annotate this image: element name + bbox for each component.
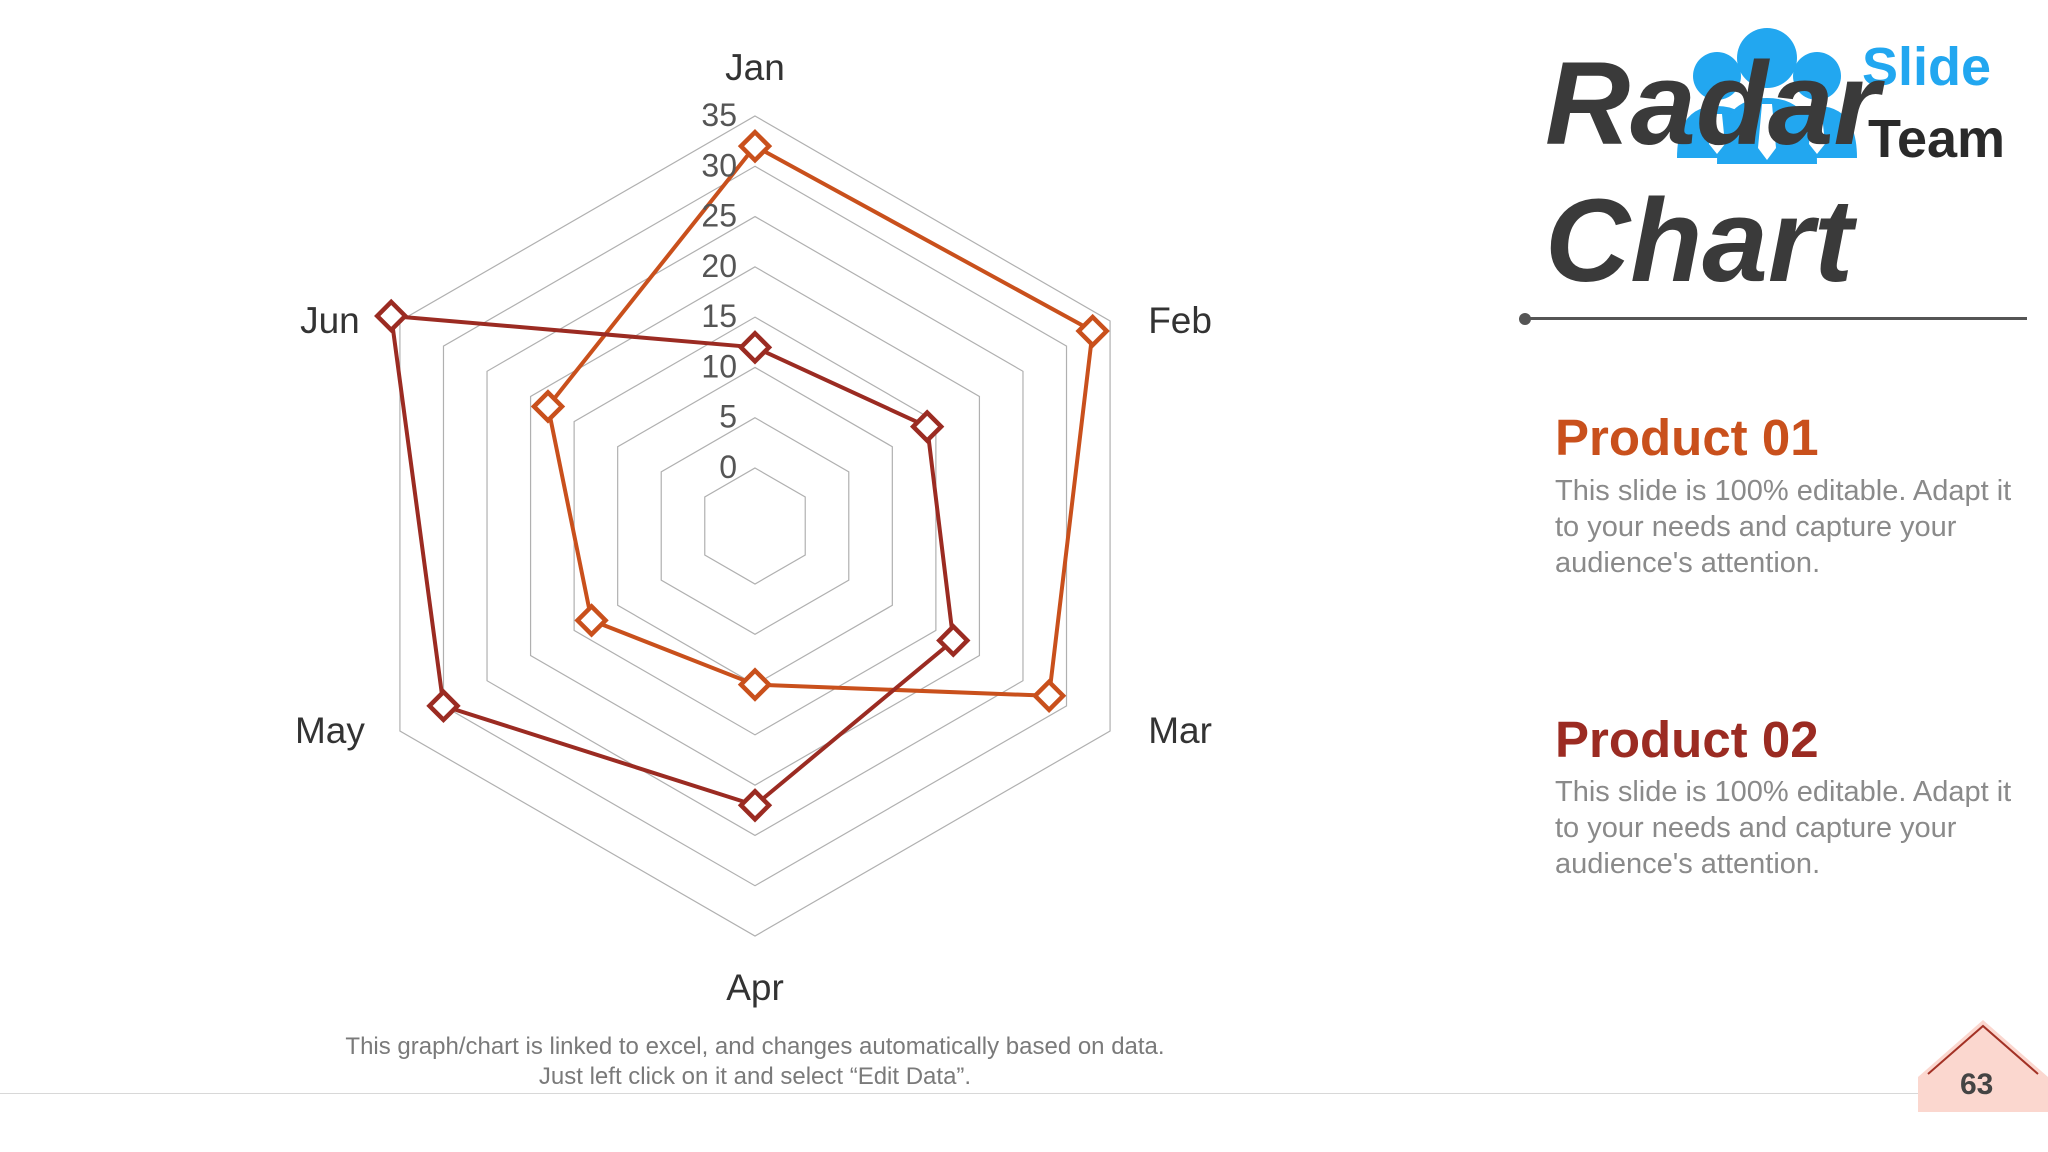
tick-label-25: 25 xyxy=(701,198,737,234)
grid-ring-10 xyxy=(617,366,893,686)
tick-label-30: 30 xyxy=(701,147,737,183)
tick-label-20: 20 xyxy=(701,248,737,284)
series-2-point-jan xyxy=(737,330,773,365)
radar-chart: 0 5 10 15 20 25 30 35 Jan Feb Mar Apr May Jun xyxy=(295,47,1212,1008)
series-2-line xyxy=(389,313,956,808)
slideteam-logo-icon xyxy=(1677,28,1857,164)
category-label-jan: Jan xyxy=(725,47,785,88)
category-label-apr: Apr xyxy=(726,967,784,1008)
page-badge-icon xyxy=(1918,1020,2048,1112)
slide-title-line1: Radar xyxy=(1545,38,1880,170)
series-1-line xyxy=(545,144,1095,698)
slide-title-line2: Chart xyxy=(1545,175,1854,307)
radar-series xyxy=(374,128,1110,823)
chart-caption: This graph/chart is linked to excel, and… xyxy=(345,1033,1165,1090)
tick-label-5: 5 xyxy=(719,399,737,435)
product-01-description: This slide is 100% editable. Adapt it to… xyxy=(1555,475,2012,579)
grid-ring-30 xyxy=(442,165,1068,887)
logo-word-slide: Slide xyxy=(1862,37,1992,97)
product-01-title: Product 01 xyxy=(1555,409,1819,466)
product-02-description: This slide is 100% editable. Adapt it to… xyxy=(1555,776,2012,880)
series-1-point-mar xyxy=(1031,678,1067,713)
series-2-point-feb xyxy=(909,409,945,444)
product-02-title: Product 02 xyxy=(1555,711,1819,768)
footer-line xyxy=(0,1093,2048,1094)
tick-label-0: 0 xyxy=(719,449,737,485)
series-2-point-jun xyxy=(374,298,409,334)
grid-ring-0 xyxy=(704,467,806,585)
grid-ring-25 xyxy=(486,215,1024,837)
radar-labels: 0 5 10 15 20 25 30 35 Jan Feb Mar Apr May Jun xyxy=(295,47,1212,1008)
series-1-point-feb xyxy=(1075,313,1110,349)
grid-ring-5 xyxy=(660,417,850,635)
page-number: 63 xyxy=(1960,1068,1994,1101)
category-label-jun: Jun xyxy=(300,300,360,341)
series-2-point-may xyxy=(426,688,461,724)
category-label-feb: Feb xyxy=(1148,300,1212,341)
tick-label-15: 15 xyxy=(701,298,737,334)
series-2-point-mar xyxy=(936,623,971,658)
series-1-point-jan xyxy=(737,128,773,164)
tick-label-10: 10 xyxy=(701,348,737,384)
series-1-point-may xyxy=(574,603,609,638)
title-divider xyxy=(1525,317,2027,320)
tick-label-35: 35 xyxy=(701,97,737,133)
grid-ring-20 xyxy=(529,266,981,786)
series-2-point-apr xyxy=(737,788,773,823)
category-label-mar: Mar xyxy=(1148,710,1212,751)
logo-word-team: Team xyxy=(1868,109,2006,169)
category-label-may: May xyxy=(295,710,365,751)
series-1-point-apr xyxy=(737,667,773,702)
series-1-point-jun xyxy=(530,389,566,424)
